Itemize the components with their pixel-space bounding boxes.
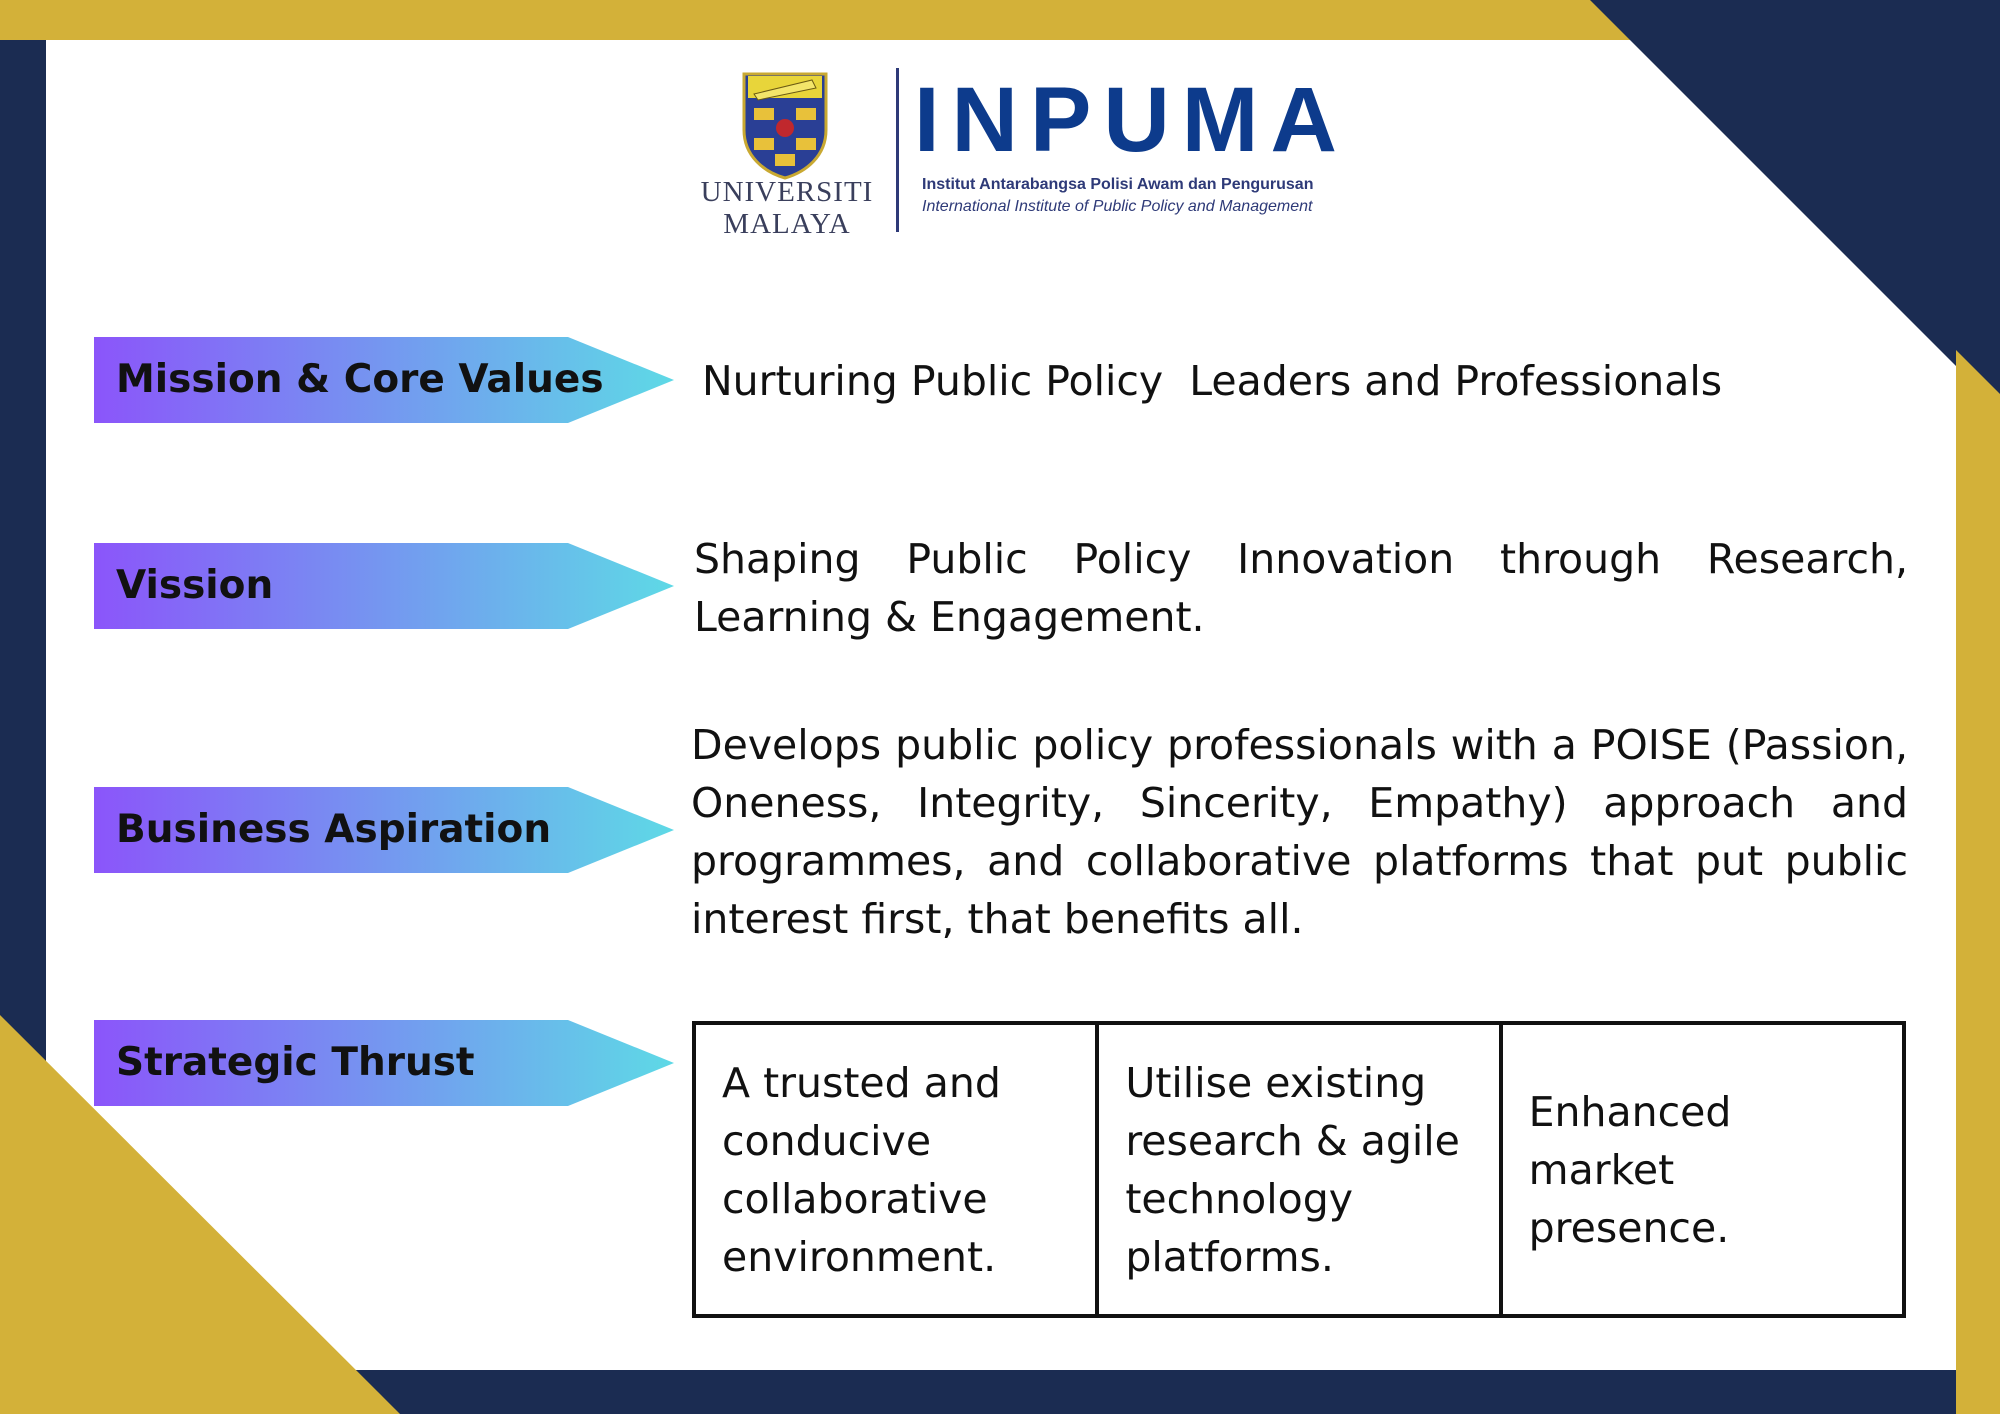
thrust-cell: Enhanced market presence. [1528,1087,1732,1252]
aspiration-tag: Business Aspiration [94,787,674,873]
top-right-navy-corner [1590,0,2000,410]
aspiration-label: Business Aspiration [116,807,552,852]
aspiration-text: Develops public policy professionals wit… [691,721,1908,943]
mission-label: Mission & Core Values [116,357,604,402]
vision-label: Vission [116,563,274,608]
university-name: UNIVERSITI MALAYA [700,176,874,240]
bottom-left-gold-corner [0,1015,400,1414]
strategic-tag: Strategic Thrust [94,1020,674,1106]
strategic-label: Strategic Thrust [116,1040,475,1085]
thrust-cell: Utilise existing research & agile techno… [1099,1025,1503,1314]
institute-name-malay: Institut Antarabangsa Polisi Awam dan Pe… [922,176,1314,193]
institute-acronym: INPUMA [914,69,1349,171]
institute-name-english: International Institute of Public Policy… [922,198,1313,215]
arrow-tag-shape [94,1020,674,1106]
right-gold-band [1956,350,2000,1414]
bottom-navy-band [330,1370,1956,1414]
arrow-tag-shape [94,787,674,873]
strategic-thrust-table: A trusted and conducive collaborative en… [692,1021,1906,1318]
logo-divider [896,68,899,232]
universiti-malaya-crest-icon [742,72,828,180]
vision-tag: Vission [94,543,674,629]
vision-text: Shaping Public Policy Innovation through… [694,535,1908,641]
mission-tag: Mission & Core Values [94,337,674,423]
header-logo: UNIVERSITI MALAYA INPUMA Institut Antara… [700,64,1340,244]
thrust-cell: A trusted and conducive collaborative en… [696,1025,1100,1314]
mission-text: Nurturing Public Policy Leaders and Prof… [702,357,1723,405]
arrow-tag-shape [94,337,674,423]
arrow-tag-shape [94,543,674,629]
